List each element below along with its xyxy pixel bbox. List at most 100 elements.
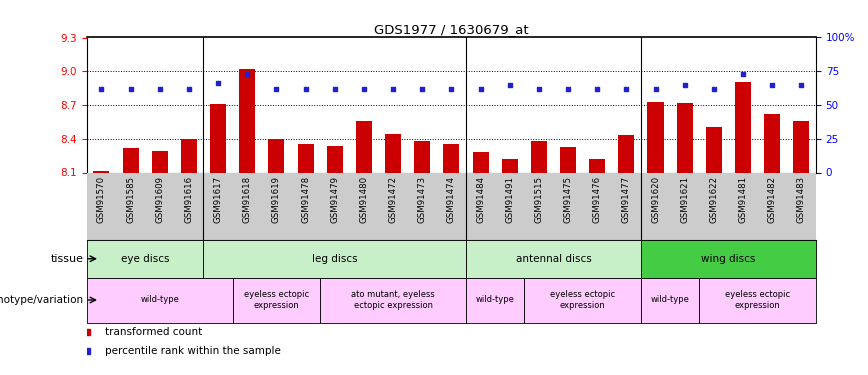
Text: genotype/variation: genotype/variation bbox=[0, 295, 84, 305]
Point bbox=[211, 80, 225, 86]
Bar bbox=[502, 159, 517, 172]
Text: GSM91482: GSM91482 bbox=[767, 176, 777, 223]
Text: antennal discs: antennal discs bbox=[516, 254, 591, 264]
Bar bbox=[210, 104, 226, 172]
Text: GSM91491: GSM91491 bbox=[505, 176, 514, 223]
Text: GSM91484: GSM91484 bbox=[476, 176, 485, 223]
Text: GSM91480: GSM91480 bbox=[359, 176, 368, 223]
Bar bbox=[320, 278, 466, 322]
Bar bbox=[735, 82, 751, 172]
Text: leg discs: leg discs bbox=[312, 254, 358, 264]
Text: GSM91473: GSM91473 bbox=[418, 176, 427, 223]
Text: GSM91616: GSM91616 bbox=[184, 176, 194, 223]
Point bbox=[561, 86, 575, 92]
Bar bbox=[648, 102, 663, 172]
Bar bbox=[641, 278, 700, 322]
Point bbox=[153, 86, 167, 92]
Point bbox=[736, 71, 750, 77]
Point bbox=[532, 86, 546, 92]
Text: GSM91475: GSM91475 bbox=[563, 176, 573, 223]
Text: eyeless ectopic
expression: eyeless ectopic expression bbox=[725, 290, 790, 310]
Point bbox=[648, 86, 662, 92]
Point bbox=[415, 86, 429, 92]
Bar bbox=[472, 152, 489, 172]
Bar bbox=[531, 141, 547, 172]
Text: GSM91479: GSM91479 bbox=[330, 176, 339, 223]
Text: wild-type: wild-type bbox=[476, 296, 515, 304]
Bar bbox=[298, 144, 313, 172]
Bar bbox=[268, 139, 285, 172]
Text: GSM91476: GSM91476 bbox=[593, 176, 602, 223]
Bar bbox=[356, 121, 372, 172]
Bar bbox=[677, 103, 693, 172]
Text: eye discs: eye discs bbox=[121, 254, 169, 264]
Bar bbox=[233, 278, 320, 322]
Text: wild-type: wild-type bbox=[651, 296, 689, 304]
Bar bbox=[524, 278, 641, 322]
Bar bbox=[700, 278, 816, 322]
Point bbox=[794, 82, 808, 88]
Text: wing discs: wing discs bbox=[701, 254, 756, 264]
Point bbox=[766, 82, 779, 88]
Title: GDS1977 / 1630679_at: GDS1977 / 1630679_at bbox=[374, 23, 529, 36]
Bar bbox=[240, 69, 255, 172]
Point bbox=[95, 86, 108, 92]
Text: GSM91621: GSM91621 bbox=[681, 176, 689, 223]
Bar bbox=[122, 148, 139, 172]
Text: GSM91478: GSM91478 bbox=[301, 176, 310, 223]
Point bbox=[474, 86, 488, 92]
Point bbox=[444, 86, 458, 92]
Point bbox=[328, 86, 342, 92]
Text: GSM91618: GSM91618 bbox=[243, 176, 252, 223]
Point bbox=[620, 86, 634, 92]
Bar bbox=[764, 114, 780, 172]
Bar bbox=[560, 147, 576, 172]
Point bbox=[182, 86, 196, 92]
Text: ato mutant, eyeless
ectopic expression: ato mutant, eyeless ectopic expression bbox=[352, 290, 435, 310]
Text: GSM91609: GSM91609 bbox=[155, 176, 164, 223]
Text: GSM91477: GSM91477 bbox=[621, 176, 631, 223]
Text: GSM91474: GSM91474 bbox=[447, 176, 456, 223]
Text: GSM91570: GSM91570 bbox=[97, 176, 106, 223]
Bar bbox=[87, 240, 203, 278]
Text: GSM91620: GSM91620 bbox=[651, 176, 660, 223]
Bar bbox=[94, 171, 109, 172]
Point bbox=[299, 86, 312, 92]
Bar bbox=[641, 240, 816, 278]
Text: GSM91515: GSM91515 bbox=[535, 176, 543, 223]
Point bbox=[707, 86, 720, 92]
Point bbox=[240, 71, 254, 77]
Text: eyeless ectopic
expression: eyeless ectopic expression bbox=[244, 290, 309, 310]
Text: GSM91619: GSM91619 bbox=[272, 176, 281, 223]
Bar bbox=[414, 141, 431, 172]
Text: GSM91472: GSM91472 bbox=[389, 176, 398, 223]
Text: percentile rank within the sample: percentile rank within the sample bbox=[105, 346, 281, 355]
Bar bbox=[181, 139, 197, 172]
Text: eyeless ectopic
expression: eyeless ectopic expression bbox=[550, 290, 615, 310]
Bar bbox=[706, 128, 722, 172]
Bar bbox=[466, 240, 641, 278]
Bar bbox=[444, 144, 459, 172]
Bar bbox=[466, 278, 524, 322]
Point bbox=[386, 86, 400, 92]
Point bbox=[590, 86, 604, 92]
Bar bbox=[87, 278, 233, 322]
Text: GSM91481: GSM91481 bbox=[739, 176, 747, 223]
Point bbox=[503, 82, 516, 88]
Bar bbox=[385, 134, 401, 172]
Text: GSM91617: GSM91617 bbox=[214, 176, 222, 223]
Point bbox=[357, 86, 371, 92]
Text: GSM91622: GSM91622 bbox=[709, 176, 719, 223]
Bar bbox=[793, 121, 809, 172]
Text: GSM91483: GSM91483 bbox=[797, 176, 806, 223]
Bar bbox=[203, 240, 466, 278]
Text: tissue: tissue bbox=[51, 254, 84, 264]
Text: GSM91585: GSM91585 bbox=[126, 176, 135, 223]
Text: transformed count: transformed count bbox=[105, 327, 202, 337]
Text: wild-type: wild-type bbox=[141, 296, 179, 304]
Point bbox=[123, 86, 137, 92]
Bar bbox=[589, 159, 605, 172]
Point bbox=[678, 82, 692, 88]
Bar bbox=[326, 146, 343, 172]
Bar bbox=[152, 151, 168, 172]
